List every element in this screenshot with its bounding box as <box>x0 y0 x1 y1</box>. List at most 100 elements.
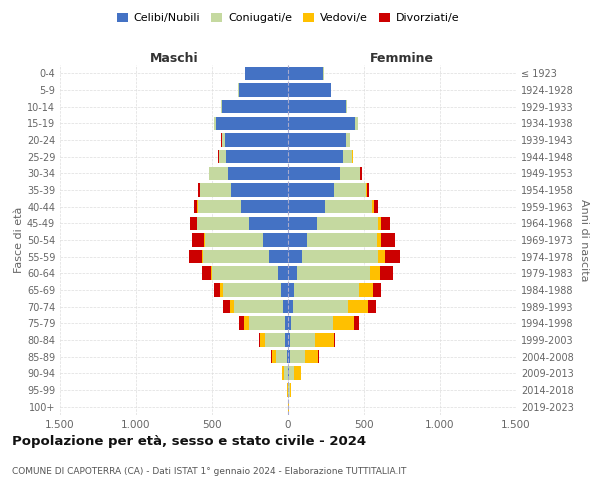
Bar <box>288 333 290 347</box>
Bar <box>265 333 285 347</box>
Bar <box>315 333 334 347</box>
Bar <box>199 183 200 197</box>
Text: Popolazione per età, sesso e stato civile - 2024: Popolazione per età, sesso e stato civil… <box>12 435 366 448</box>
Bar <box>334 333 335 347</box>
Bar <box>372 200 374 213</box>
Legend: Celibi/Nubili, Coniugati/e, Vedovi/e, Divorziati/e: Celibi/Nubili, Coniugati/e, Vedovi/e, Di… <box>112 8 464 28</box>
Bar <box>378 216 381 230</box>
Bar <box>278 266 288 280</box>
Bar <box>381 216 390 230</box>
Bar <box>284 316 288 330</box>
Bar <box>223 300 230 314</box>
Bar <box>370 266 380 280</box>
Bar <box>197 216 249 230</box>
Bar <box>334 183 366 197</box>
Bar <box>288 316 292 330</box>
Bar <box>288 300 293 314</box>
Bar <box>225 133 288 147</box>
Bar <box>346 100 347 114</box>
Bar <box>203 250 269 264</box>
Bar <box>231 183 288 197</box>
Bar <box>288 133 346 147</box>
Bar <box>374 200 377 213</box>
Bar <box>209 166 228 180</box>
Bar <box>212 266 278 280</box>
Bar <box>245 66 288 80</box>
Bar <box>297 266 370 280</box>
Bar <box>192 233 204 247</box>
Bar <box>354 316 359 330</box>
Bar <box>305 350 318 364</box>
Text: COMUNE DI CAPOTERRA (CA) - Dati ISTAT 1° gennaio 2024 - Elaborazione TUTTITALIA.: COMUNE DI CAPOTERRA (CA) - Dati ISTAT 1°… <box>12 468 406 476</box>
Bar <box>283 366 284 380</box>
Bar <box>290 333 315 347</box>
Bar <box>228 166 288 180</box>
Bar <box>220 283 223 297</box>
Bar <box>250 316 284 330</box>
Bar <box>359 283 373 297</box>
Bar <box>288 183 334 197</box>
Bar <box>293 300 348 314</box>
Bar <box>346 133 350 147</box>
Bar <box>288 200 325 213</box>
Bar <box>197 200 241 213</box>
Bar <box>361 166 362 180</box>
Bar <box>385 250 400 264</box>
Bar <box>223 283 281 297</box>
Bar <box>202 250 203 264</box>
Bar <box>221 133 225 147</box>
Bar <box>284 366 287 380</box>
Bar <box>288 100 346 114</box>
Bar <box>288 216 317 230</box>
Text: Maschi: Maschi <box>149 52 199 65</box>
Bar <box>290 350 305 364</box>
Bar <box>283 300 288 314</box>
Bar <box>289 383 290 397</box>
Bar <box>288 166 340 180</box>
Bar <box>378 250 385 264</box>
Bar <box>249 216 288 230</box>
Bar <box>307 233 377 247</box>
Bar <box>317 216 378 230</box>
Bar <box>214 283 220 297</box>
Bar <box>290 383 291 397</box>
Bar <box>190 216 197 230</box>
Bar <box>295 283 359 297</box>
Bar <box>244 316 250 330</box>
Text: Femmine: Femmine <box>370 52 434 65</box>
Bar <box>355 116 358 130</box>
Bar <box>325 200 372 213</box>
Bar <box>287 350 288 364</box>
Bar <box>189 250 202 264</box>
Bar <box>288 283 295 297</box>
Bar <box>285 333 288 347</box>
Bar <box>281 283 288 297</box>
Bar <box>289 366 295 380</box>
Bar <box>380 266 394 280</box>
Bar <box>381 233 395 247</box>
Bar <box>366 183 367 197</box>
Bar <box>288 366 289 380</box>
Bar <box>288 83 331 97</box>
Bar <box>222 100 288 114</box>
Bar <box>373 283 382 297</box>
Y-axis label: Anni di nascita: Anni di nascita <box>579 198 589 281</box>
Bar <box>205 233 263 247</box>
Bar <box>260 333 265 347</box>
Bar <box>204 233 205 247</box>
Bar <box>332 316 354 330</box>
Bar <box>288 266 297 280</box>
Bar <box>271 350 272 364</box>
Y-axis label: Fasce di età: Fasce di età <box>14 207 24 273</box>
Bar <box>288 116 355 130</box>
Bar <box>239 316 244 330</box>
Bar <box>368 300 376 314</box>
Bar <box>288 66 323 80</box>
Bar <box>292 316 332 330</box>
Bar <box>288 250 302 264</box>
Bar <box>318 350 319 364</box>
Bar <box>367 183 370 197</box>
Bar <box>226 150 288 164</box>
Bar <box>214 116 216 130</box>
Bar <box>221 100 222 114</box>
